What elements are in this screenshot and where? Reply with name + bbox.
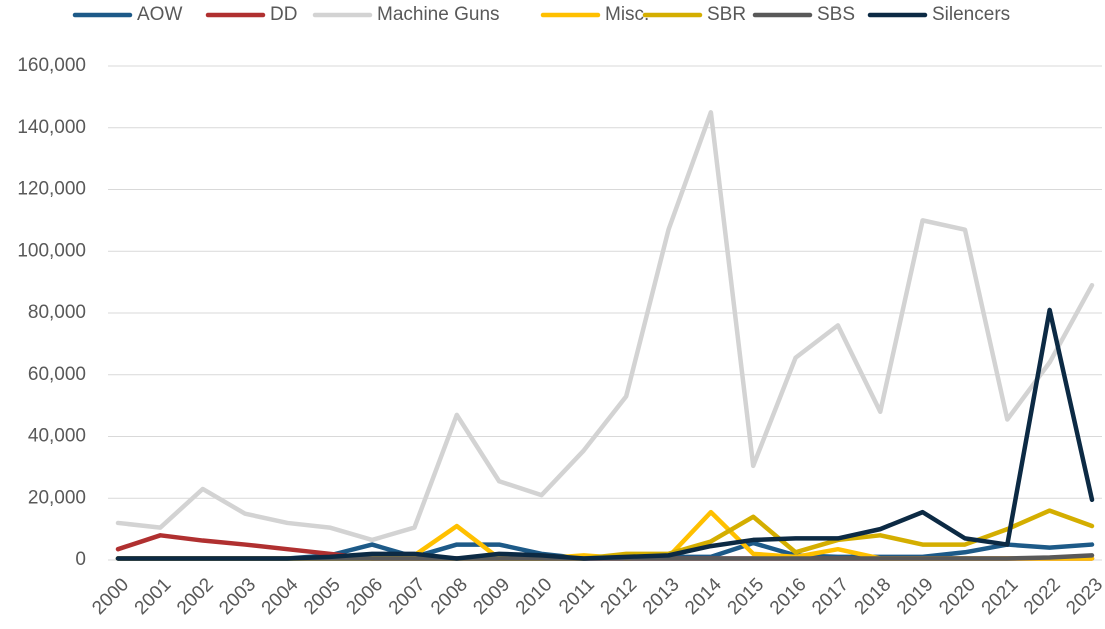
x-tick-label: 2002 [173,574,218,619]
x-tick-label: 2013 [639,574,684,619]
y-tick-label: 100,000 [17,240,86,261]
y-tick-label: 40,000 [28,426,86,447]
legend-label: Silencers [932,4,1010,25]
x-tick-label: 2021 [978,574,1023,619]
y-tick-label: 140,000 [17,117,86,138]
x-tick-label: 2000 [88,574,133,619]
y-tick-label: 80,000 [28,302,86,323]
x-tick-label: 2010 [512,574,557,619]
x-tick-label: 2011 [555,574,599,618]
x-tick-label: 2006 [342,574,387,619]
x-tick-label: 2017 [808,574,853,619]
series-line [115,307,1095,561]
legend-label: DD [270,4,297,25]
x-tick-label: 2016 [766,574,811,619]
y-tick-label: 0 [75,549,86,570]
x-tick-label: 2014 [681,574,726,619]
y-tick-label: 120,000 [17,179,86,200]
y-tick-label: 20,000 [28,487,86,508]
y-tick-label: 60,000 [28,364,86,385]
x-tick-label: 2012 [597,574,642,619]
y-tick-label: 160,000 [17,55,86,76]
x-tick-label: 2008 [427,574,472,619]
x-tick-label: 2004 [258,574,303,619]
x-tick-label: 2003 [215,574,260,619]
legend-label: Machine Guns [377,4,500,25]
x-tick-label: 2005 [300,574,345,619]
legend-label: Misc. [605,4,649,25]
series-line [115,110,1095,543]
x-tick-label: 2022 [1020,574,1065,619]
legend-label: AOW [137,4,182,25]
x-tick-label: 2020 [935,574,980,619]
x-tick-label: 2007 [385,574,430,619]
x-tick-label: 2023 [1062,574,1105,619]
legend-label: SBR [707,4,746,25]
x-tick-label: 2001 [131,574,176,619]
x-tick-label: 2018 [851,574,896,619]
x-tick-label: 2019 [893,574,938,619]
x-tick-label: 2015 [724,574,769,619]
x-tick-label: 2009 [469,574,514,619]
legend-label: SBS [817,4,855,25]
